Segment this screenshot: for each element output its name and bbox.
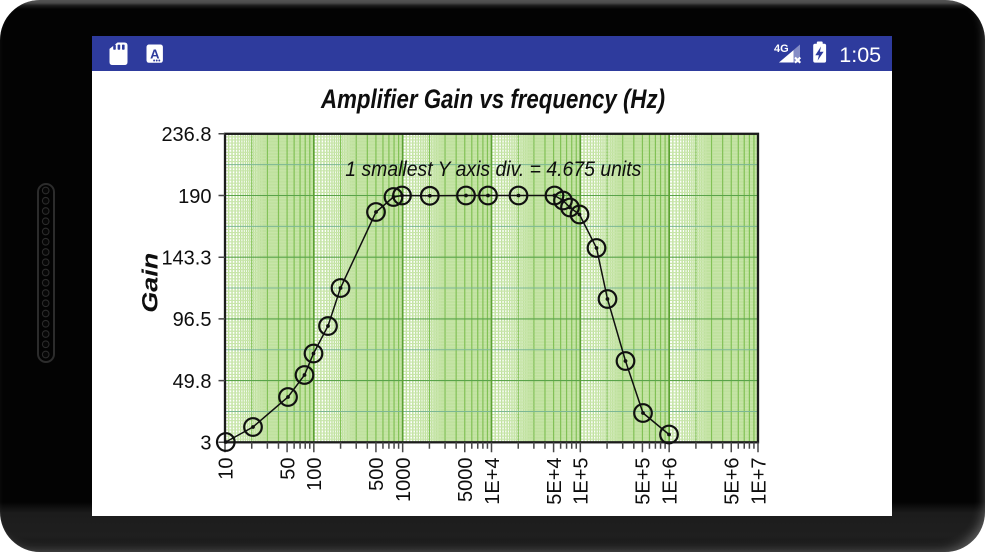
svg-text:1E+6: 1E+6 <box>659 458 681 505</box>
svg-text:4G: 4G <box>774 43 789 55</box>
svg-text:500: 500 <box>366 458 388 491</box>
svg-text:1 smallest Y axis div. = 4.675: 1 smallest Y axis div. = 4.675 units <box>345 157 641 181</box>
svg-text:236.8: 236.8 <box>161 124 211 146</box>
svg-text:143.3: 143.3 <box>161 248 211 270</box>
svg-text:190: 190 <box>178 186 211 208</box>
svg-text:100: 100 <box>304 458 326 491</box>
svg-text:5E+4: 5E+4 <box>544 458 566 505</box>
svg-text:1E+7: 1E+7 <box>748 458 770 505</box>
svg-text:A: A <box>150 46 160 61</box>
svg-text:50: 50 <box>277 458 299 480</box>
svg-text:1:05: 1:05 <box>839 43 881 67</box>
svg-text:1000: 1000 <box>393 458 415 503</box>
svg-text:5E+6: 5E+6 <box>722 458 744 505</box>
svg-text:10: 10 <box>215 458 237 480</box>
svg-text:Amplifier Gain vs frequency (H: Amplifier Gain vs frequency (Hz) <box>320 84 665 114</box>
svg-text:Gain: Gain <box>137 253 162 313</box>
svg-text:5000: 5000 <box>455 458 477 503</box>
svg-text:3: 3 <box>200 433 211 455</box>
svg-text:96.5: 96.5 <box>173 309 212 331</box>
svg-text:1E+5: 1E+5 <box>571 458 593 505</box>
svg-text:1E+4: 1E+4 <box>482 458 504 505</box>
svg-text:5E+5: 5E+5 <box>633 458 655 505</box>
svg-text:49.8: 49.8 <box>173 371 212 393</box>
